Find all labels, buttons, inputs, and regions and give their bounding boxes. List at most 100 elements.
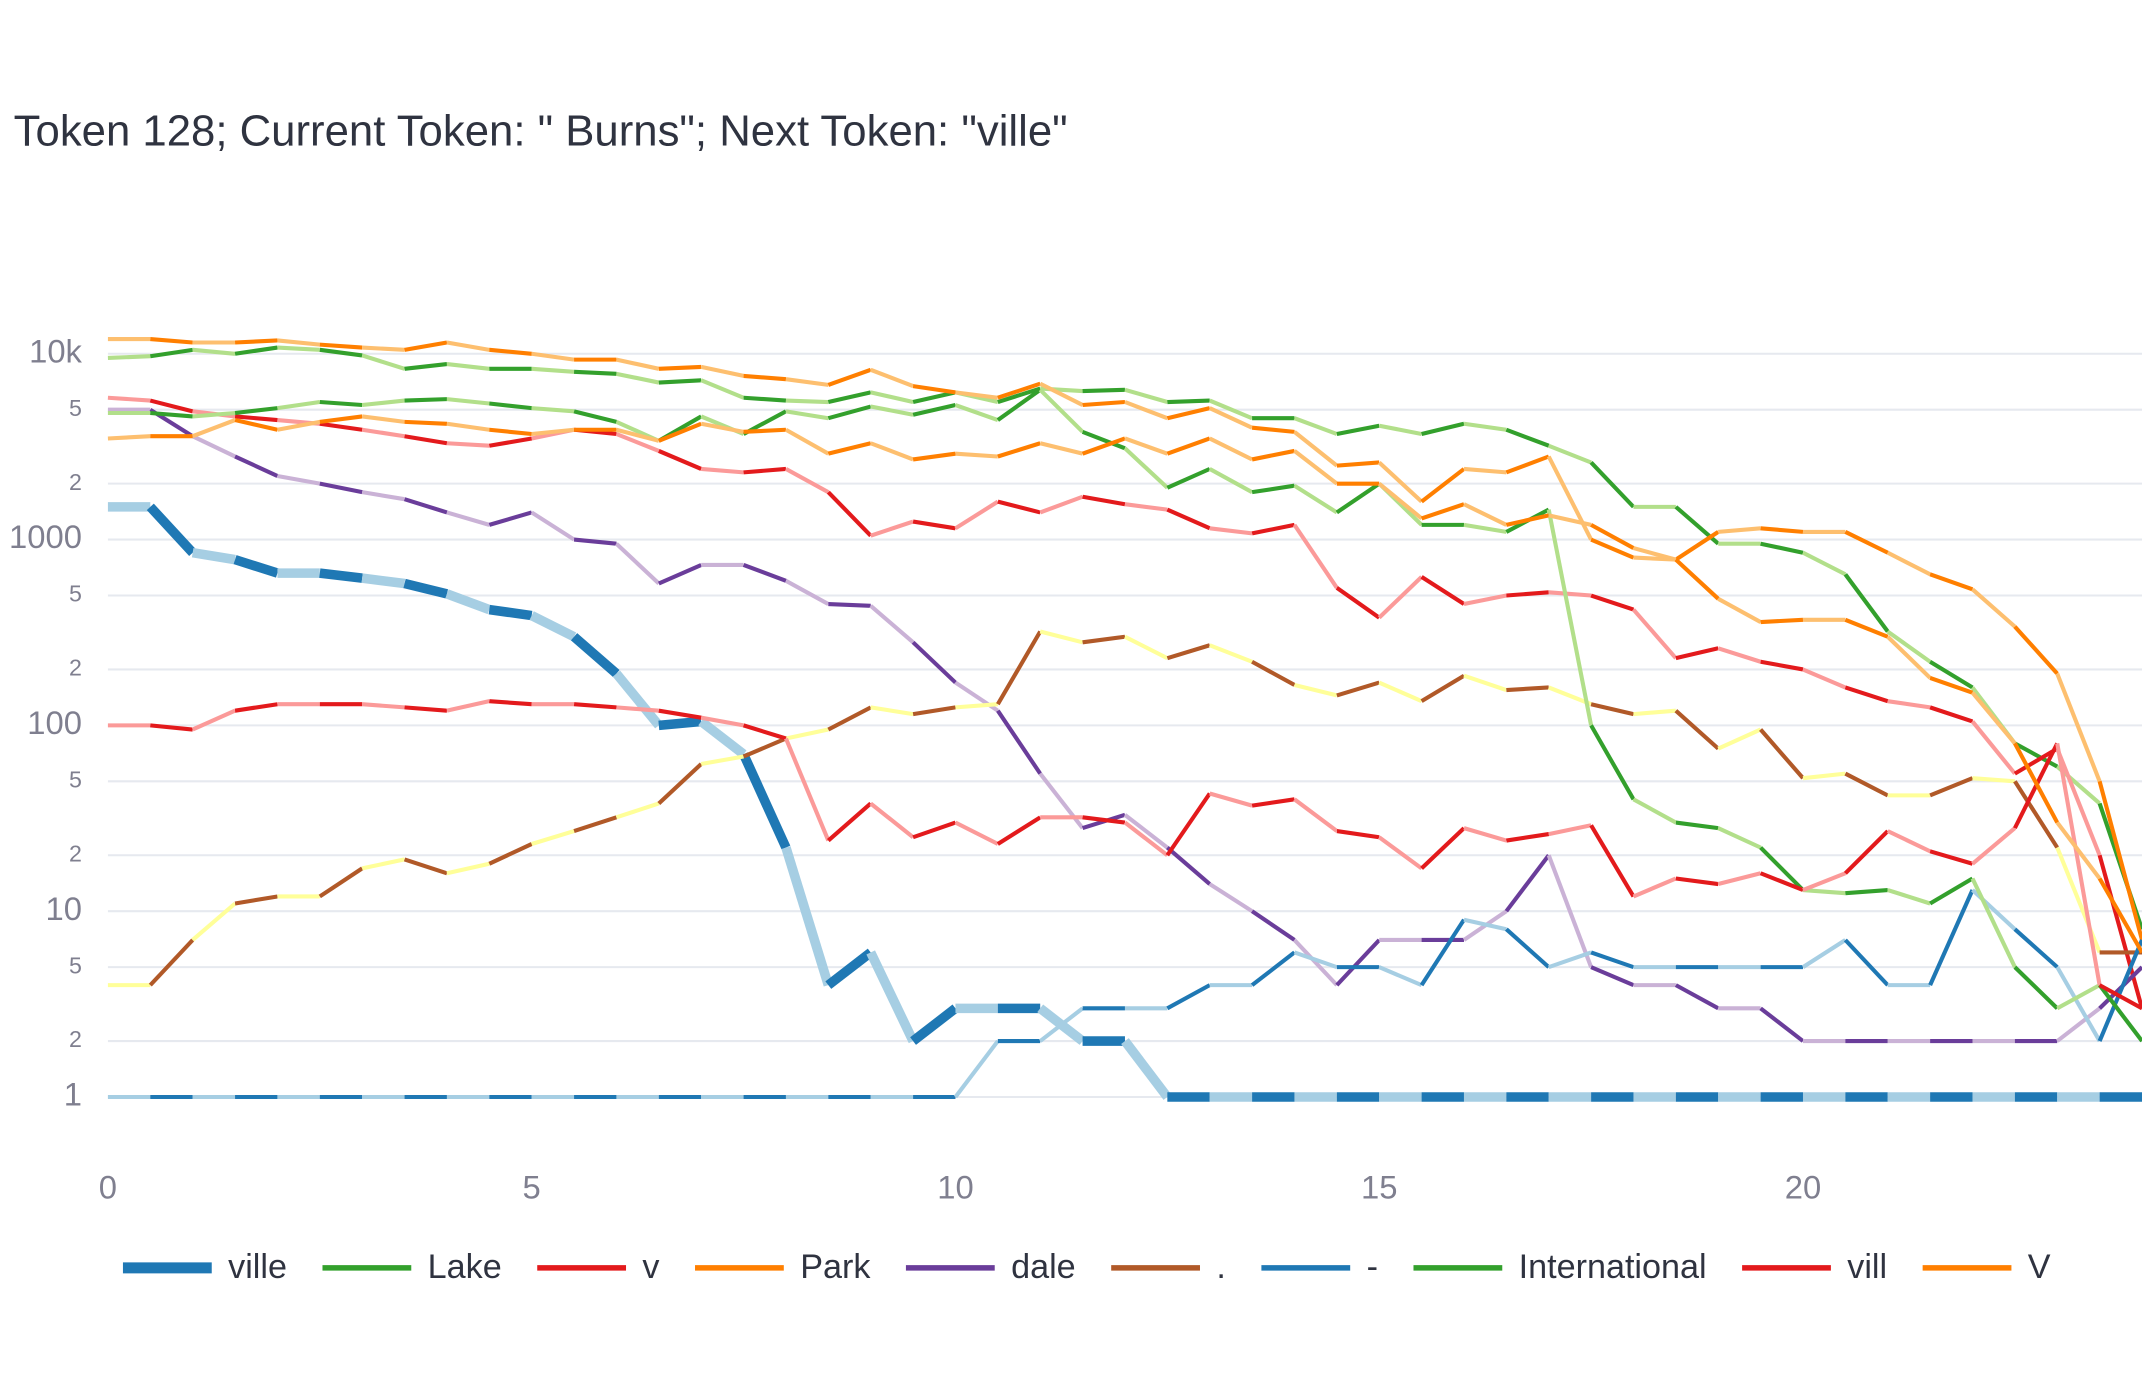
line-segment [1420,575,1466,606]
line-segment [1633,708,1677,717]
line-segment [1717,826,1762,850]
line-segment [277,338,321,347]
line-segment [1292,938,1339,987]
line-segment [996,630,1042,706]
line-segment [1377,575,1424,620]
line-segment [319,414,363,424]
line-segment [403,857,448,876]
line-segment [1760,659,1804,672]
line-segment [912,403,956,417]
line-segment [1844,530,1889,555]
line-segment [2013,780,2059,849]
line-segment [1929,876,1974,906]
line-segment [488,842,533,866]
line-segment [1124,634,1169,661]
line-segment [827,441,872,456]
line-segment [404,362,448,371]
line-segment [781,846,833,987]
line-segment [954,499,999,531]
line-segment [1929,572,1974,592]
line-segment [743,395,787,403]
line-segment [403,497,448,515]
line-segment [1589,461,1635,509]
line-segment [1801,938,1847,969]
line-segment [404,434,448,446]
y-tick-label: 5 [69,581,82,607]
line-segment [1124,436,1169,456]
line-segment [826,801,873,843]
line-segment [1208,406,1253,430]
line-segment [1463,917,1507,932]
line-segment [1420,467,1466,504]
line-segment [1590,702,1634,717]
line-segment [1505,427,1550,448]
line-segment [701,466,744,475]
line-segment [1463,826,1507,843]
line-segment [1420,502,1465,521]
line-segment [1166,643,1211,661]
line-segment [1970,877,2017,969]
grid: 1 2 5 10 2 5 100 2 5 1000 2 5 10k 0 5 10 15 20 [9,332,2142,1206]
line-segment [234,894,278,906]
line-segment [1420,673,1466,703]
line-segment [785,377,829,387]
line-segment [1039,441,1084,456]
line-segment [1251,483,1295,495]
x-tick-label: 15 [1361,1169,1397,1206]
line-segment [997,381,1041,400]
line-segment [531,351,575,362]
line-segment [700,754,744,766]
line-segment [234,414,278,423]
line-segment [657,762,703,805]
line-segment [1209,526,1253,536]
line-segment [1845,887,1888,896]
line-segment [700,715,744,728]
line-segment [912,390,956,405]
line-segment [2097,854,2142,1009]
line-segment [1717,597,1762,624]
line-segment [1632,876,1677,899]
line-segment [361,414,405,424]
line-segment [616,705,659,713]
line-segment [1760,526,1804,534]
line-segment [742,723,787,741]
line-segment [1039,381,1084,407]
line-segment [1590,965,1635,988]
line-segment [573,815,618,833]
line-segment [446,441,490,448]
line-segment [489,401,532,411]
line-segment [1377,460,1423,504]
line-segment [149,398,194,414]
line-segment [615,801,660,820]
line-segment [1419,918,1466,987]
line-segment [1506,832,1550,843]
line-segment [1675,876,1719,887]
line-segment [1802,887,1846,896]
line-segment [1166,983,1211,1011]
line-segment [1165,792,1212,857]
line-segment [570,633,620,678]
line-segment [488,604,533,621]
line-segment [743,466,787,475]
line-segment [658,378,702,385]
line-segment [1843,938,1890,987]
legend-label: International [1519,1248,1707,1286]
line-segment [996,388,1042,422]
line-segment [615,542,661,586]
line-segment [149,347,193,359]
line-segment [1886,829,1932,854]
line-segment [150,410,193,419]
line-segment [866,950,918,1044]
line-segment [362,702,405,710]
line-segment [1123,813,1169,850]
line-segment [700,421,744,434]
line-segment [404,705,448,713]
line-segment [1251,797,1295,808]
line-segment [446,362,490,371]
line-segment [1717,727,1762,751]
line-segment [361,857,405,871]
line-segment [912,384,956,395]
line-segment [1590,593,1635,612]
line-segment [1972,776,2016,784]
line-segment [1292,523,1339,589]
